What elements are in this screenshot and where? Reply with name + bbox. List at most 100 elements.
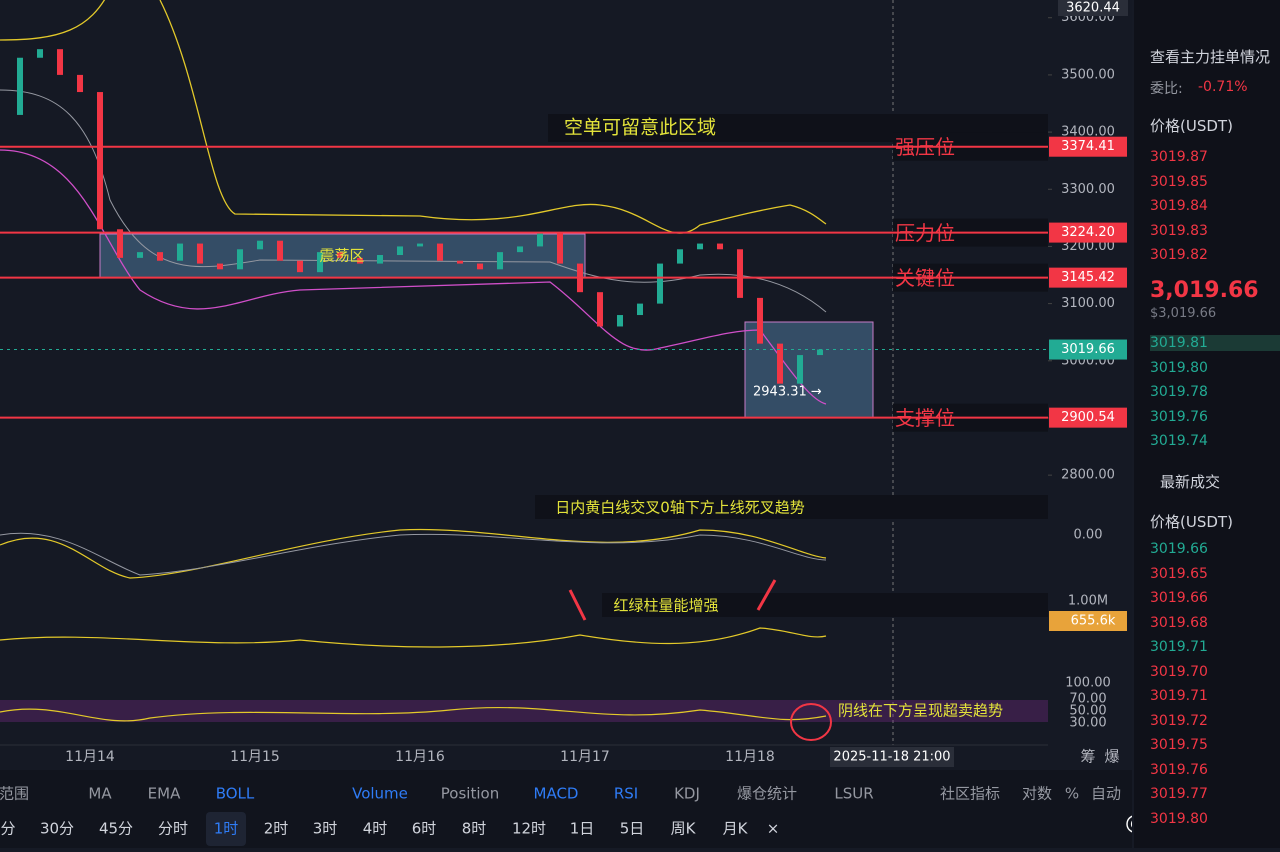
interval-button[interactable]: × (767, 820, 780, 838)
candle (337, 252, 343, 258)
bid-price: 3019.74 (1150, 433, 1208, 449)
trade-price: 3019.76 (1150, 761, 1208, 778)
annotation: 空单可留意此区域 (564, 117, 716, 139)
top-price: 3620.44 (1066, 1, 1120, 16)
trade-price: 3019.75 (1150, 737, 1208, 753)
level-name: 强压位 (895, 135, 955, 159)
boll-upper (0, 0, 827, 234)
indicator-button[interactable]: MACD (534, 785, 579, 803)
candle (357, 257, 363, 264)
date-label: 11月16 (395, 749, 445, 765)
indicator-button[interactable]: Volume (352, 785, 408, 803)
trade-price: 3019.66 (1150, 541, 1208, 557)
interval-button[interactable]: 4时 (363, 820, 388, 838)
rsi-axis-label: 30.00 (1069, 716, 1106, 731)
level-badge (1049, 136, 1127, 157)
interval-button[interactable]: 1时 (214, 820, 239, 838)
indicator-button[interactable]: BOLL (216, 785, 255, 803)
interval-button[interactable]: 分 (0, 820, 15, 838)
level-badge (1049, 222, 1127, 243)
highlight-circle (790, 703, 832, 741)
axis-label: 1.00M (1068, 594, 1108, 609)
interval-button[interactable]: 1日 (570, 820, 595, 838)
level-name: 支撑位 (895, 406, 955, 430)
active-interval[interactable] (206, 812, 246, 846)
ratio-label: 委比: (1150, 81, 1183, 97)
candle (497, 252, 503, 270)
candle (277, 240, 283, 261)
price-axis (1048, 0, 1132, 770)
y-tick-label: 3500.00 (1061, 67, 1115, 82)
bid-price: 3019.78 (1150, 384, 1208, 400)
interval-button[interactable]: 45分 (99, 820, 133, 838)
toolbar-bg (0, 770, 1132, 848)
chart: 3600.003500.003400.003300.003200.003100.… (0, 0, 1251, 848)
axis-label: 0.00 (1074, 528, 1103, 543)
interval-button[interactable]: 30分 (40, 820, 74, 838)
ask-price: 3019.87 (1150, 149, 1208, 165)
last-usd: $3,019.66 (1150, 306, 1217, 321)
candle (517, 246, 523, 253)
macd-line (0, 528, 827, 579)
interval-button[interactable]: 12时 (512, 820, 546, 838)
level-name: 关键位 (895, 266, 955, 290)
candle (37, 49, 43, 58)
volume-value: 655.6k (1071, 614, 1116, 629)
candle (737, 249, 743, 298)
trade-price: 3019.66 (1150, 590, 1208, 606)
candle (537, 232, 543, 247)
candle (377, 255, 383, 264)
current-badge (1049, 339, 1127, 360)
candle (657, 263, 663, 304)
candle (457, 260, 463, 264)
interval-button[interactable]: 周K (671, 820, 697, 838)
candle (557, 232, 563, 264)
trade-price: 3019.68 (1150, 614, 1208, 631)
rsi-line (0, 706, 827, 722)
y-tick-label: 3200.00 (1061, 239, 1115, 254)
candle (717, 243, 723, 250)
level-badge (1049, 407, 1127, 428)
ask-price: 3019.84 (1150, 198, 1208, 214)
header: 价格(USDT) (1150, 117, 1233, 135)
ask-price: 3019.85 (1150, 173, 1208, 190)
y-tick-label: 3300.00 (1061, 182, 1115, 197)
interval-button[interactable]: 2时 (264, 820, 289, 838)
candle (217, 263, 223, 270)
candle (137, 252, 143, 258)
top-badge (1058, 0, 1128, 16)
indicator-button[interactable]: 自动 (1091, 785, 1121, 803)
interval-button[interactable]: 3时 (313, 820, 338, 838)
indicator-button[interactable]: EMA (148, 785, 181, 803)
indicator-button[interactable]: 对数 (1022, 785, 1052, 803)
candle (677, 249, 683, 264)
indicator-button[interactable]: 社区指标 (940, 785, 1000, 803)
interval-button[interactable]: 5日 (620, 820, 645, 838)
candle (57, 49, 63, 75)
candle (757, 297, 763, 344)
side-icon: 筹 (1080, 748, 1095, 766)
candle (297, 260, 303, 273)
watermark: @ 分析师大圣 (1125, 811, 1132, 835)
interval-button[interactable]: 月K (723, 820, 749, 838)
interval-button[interactable]: 6时 (412, 820, 437, 838)
title: 查看主力挂单情况 (1150, 48, 1271, 66)
indicator-button[interactable]: 爆仓统计 (737, 785, 797, 803)
y-tick-label: 2800.00 (1061, 468, 1115, 483)
indicator-button[interactable]: RSI (614, 785, 638, 803)
trades-header: 价格(USDT) (1150, 513, 1233, 531)
indicator-button[interactable]: LSUR (834, 785, 873, 803)
candle (417, 243, 423, 247)
time-badge-bg (830, 747, 954, 767)
indicator-button[interactable]: MA (88, 785, 112, 803)
indicator-button[interactable]: 范围 (0, 785, 29, 803)
candle (637, 303, 643, 316)
indicator-button[interactable]: Position (441, 785, 499, 803)
indicator-button[interactable]: % (1065, 785, 1079, 803)
date-label: 11月17 (560, 749, 610, 765)
trade-price: 3019.71 (1150, 639, 1208, 655)
interval-button[interactable]: 8时 (462, 820, 487, 838)
indicator-button[interactable]: KDJ (674, 785, 700, 803)
level-price: 3224.20 (1061, 225, 1115, 240)
interval-button[interactable]: 分时 (158, 820, 188, 838)
